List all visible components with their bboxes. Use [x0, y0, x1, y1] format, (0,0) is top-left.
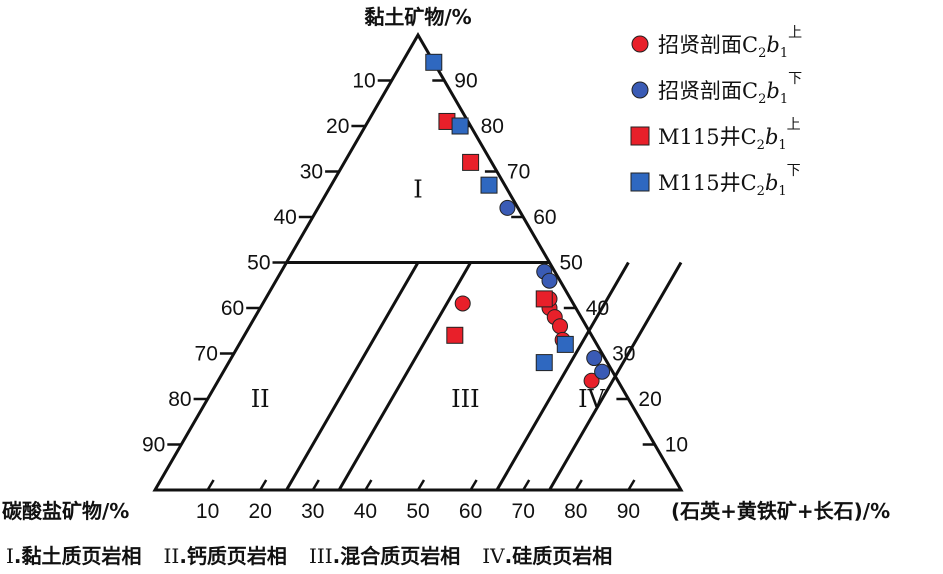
- right-tick-label: 70: [507, 161, 530, 184]
- region-label-ii: II: [251, 385, 270, 413]
- data-point-square: [425, 53, 443, 71]
- left-tick-label: 20: [326, 115, 349, 138]
- data-point-circle: [541, 272, 558, 289]
- region-label-iv: IV: [578, 385, 605, 413]
- quartz-boundary-line-2: [337, 261, 472, 491]
- data-point-square: [451, 117, 469, 135]
- data-point-circle: [454, 295, 471, 312]
- bottom-tick-label: 90: [617, 500, 640, 523]
- bottom-tick-mark: [364, 479, 373, 491]
- data-point-circle: [499, 199, 516, 216]
- bottom-tick-label: 70: [512, 500, 535, 523]
- bottom-tick-label: 40: [354, 500, 377, 523]
- right-tick-label: 40: [586, 297, 609, 320]
- region-label-layer: III III IV: [251, 176, 606, 413]
- legend-marker-square: [630, 172, 650, 192]
- legend-entry-label: 招贤剖面C2b1上: [658, 25, 802, 61]
- legend-entry-label: 招贤剖面C2b1下: [658, 71, 802, 107]
- bottom-tick-label: 50: [406, 500, 429, 523]
- right-tick-label: 60: [533, 206, 556, 229]
- legend-marker-circle: [631, 81, 649, 99]
- right-tick-label: 90: [454, 70, 477, 93]
- right-tick-label: 20: [638, 388, 661, 411]
- region-label-i: I: [413, 176, 422, 204]
- right-tick-label: 10: [665, 434, 688, 457]
- data-point-square: [462, 153, 480, 171]
- top-axis-title: 黏土矿物/%: [364, 5, 471, 29]
- left-tick-label: 30: [300, 161, 323, 184]
- data-point-square: [446, 326, 464, 344]
- left-tick-label: 40: [273, 206, 296, 229]
- left-axis-title: 碳酸盐矿物/%: [2, 499, 129, 523]
- quartz-boundary-line-4: [548, 261, 683, 491]
- right-tick-label: 50: [560, 252, 583, 275]
- bottom-tick-label: 60: [459, 500, 482, 523]
- points-layer: [425, 53, 611, 389]
- left-tick-label: 90: [142, 434, 165, 457]
- legend-entry-label: M115井C2b1上: [658, 117, 801, 153]
- bottom-tick-label: 80: [564, 500, 587, 523]
- left-tick-label: 80: [168, 388, 191, 411]
- right-axis-title: (石英+黄铁矿+长石)/%: [671, 499, 890, 523]
- quartz-boundary-line-3: [495, 261, 630, 491]
- bottom-tick-mark: [259, 479, 268, 491]
- data-point-circle: [586, 350, 603, 367]
- region-label-iii: III: [451, 385, 479, 413]
- data-point-circle: [552, 318, 569, 335]
- caption: I.黏土质页岩相 II.钙质页岩相 III.混合质页岩相 IV.硅质页岩相: [6, 544, 612, 568]
- legend-marker-circle: [631, 35, 649, 53]
- legend-marker-square: [630, 126, 650, 146]
- data-point-square: [480, 176, 498, 194]
- right-tick-label: 30: [612, 343, 635, 366]
- right-tick-label: 80: [481, 115, 504, 138]
- left-tick-label: 50: [247, 252, 270, 275]
- data-point-square: [535, 290, 553, 308]
- bottom-tick-mark: [574, 479, 583, 491]
- bottom-tick-mark: [522, 479, 531, 491]
- bottom-tick-mark: [311, 479, 320, 491]
- data-point-square: [535, 354, 553, 372]
- legend-entry-label: M115井C2b1下: [658, 163, 801, 199]
- quartz-boundary-line-1: [285, 261, 420, 491]
- left-tick-label: 60: [221, 297, 244, 320]
- data-point-circle: [583, 372, 600, 389]
- data-point-circle: [594, 363, 611, 380]
- bottom-tick-label: 10: [196, 500, 219, 523]
- boundary-layer: [285, 261, 683, 491]
- left-tick-label: 70: [195, 343, 218, 366]
- bottom-tick-label: 30: [301, 500, 324, 523]
- data-point-square: [556, 335, 574, 353]
- left-tick-label: 10: [352, 70, 375, 93]
- bottom-tick-label: 20: [249, 500, 272, 523]
- bottom-tick-mark: [206, 479, 215, 491]
- bottom-tick-mark: [627, 479, 636, 491]
- facies-caption: I.黏土质页岩相 II.钙质页岩相 III.混合质页岩相 IV.硅质页岩相: [6, 544, 612, 568]
- bottom-tick-mark: [469, 479, 478, 491]
- bottom-tick-mark: [416, 479, 426, 491]
